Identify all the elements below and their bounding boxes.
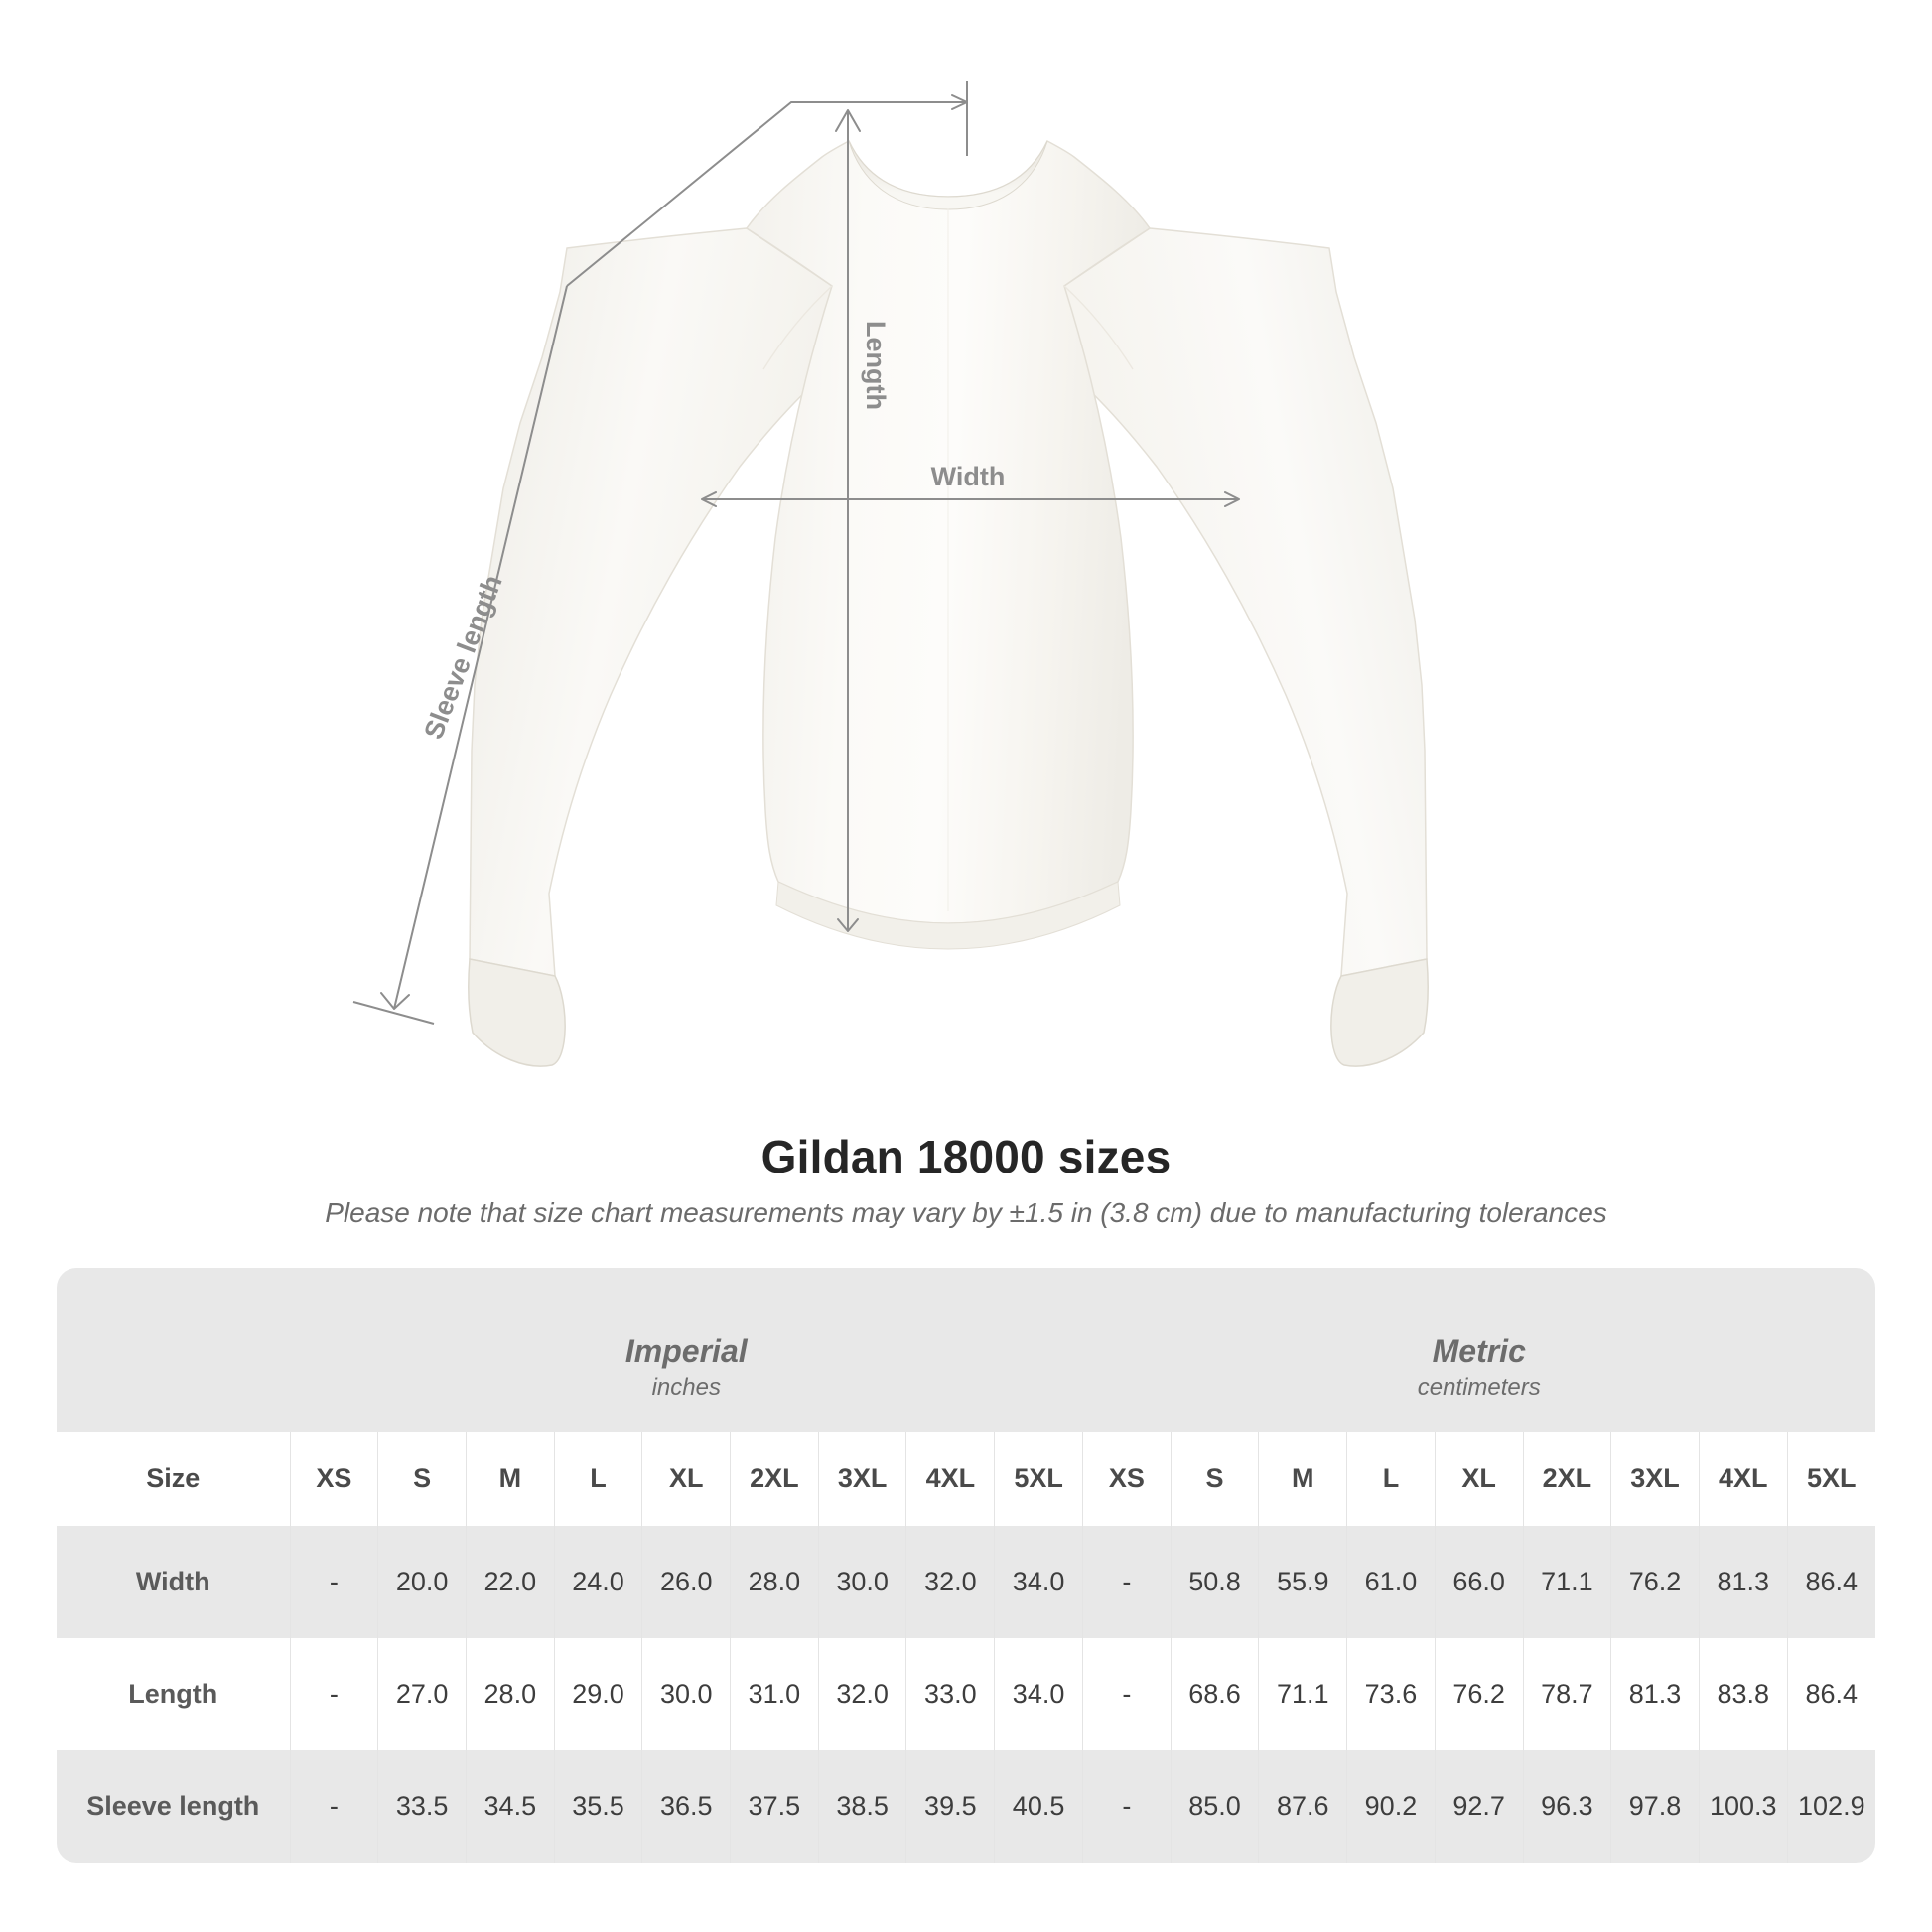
svg-text:Length: Length: [861, 321, 891, 410]
svg-text:Width: Width: [931, 462, 1006, 491]
